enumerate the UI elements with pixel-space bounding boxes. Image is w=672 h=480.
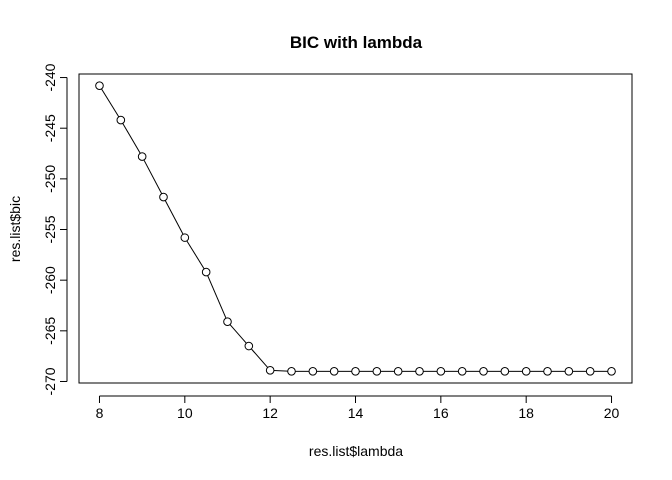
x-tick-label: 10 [177, 405, 193, 421]
data-point [457, 367, 467, 376]
data-point [287, 367, 296, 376]
data-point [393, 367, 403, 376]
series-line-segment [229, 324, 247, 344]
data-point [415, 367, 424, 376]
y-tick-label: -260 [42, 266, 58, 294]
y-tick-label: -250 [42, 165, 58, 193]
data-point [329, 367, 339, 376]
data-point [265, 366, 275, 375]
series-line-segment [186, 240, 205, 270]
x-tick-label: 18 [518, 405, 534, 421]
plot-frame [78, 73, 633, 384]
x-tick-label: 16 [433, 405, 449, 421]
data-point [564, 367, 574, 376]
data-point [479, 367, 488, 376]
data-point [436, 367, 446, 376]
data-point [372, 367, 382, 376]
x-tick-label: 12 [262, 405, 278, 421]
series-line-segment [101, 88, 120, 118]
data-point [308, 367, 318, 376]
series-line-segment [207, 275, 227, 319]
x-tick-label: 8 [96, 405, 104, 421]
data-point [223, 317, 232, 327]
data-point [159, 192, 168, 202]
series-line-segment [250, 348, 269, 368]
y-tick-label: -255 [42, 215, 58, 243]
series-line-segment [164, 200, 184, 235]
data-point [116, 115, 126, 125]
x-tick-label: 20 [604, 405, 620, 421]
x-tick-label: 14 [348, 405, 364, 421]
data-point [201, 267, 211, 277]
data-point [543, 367, 552, 376]
x-axis-label: res.list$lambda [309, 443, 403, 459]
data-point [585, 367, 595, 376]
data-point [500, 367, 510, 376]
data-point [521, 367, 531, 376]
data-point [607, 367, 616, 376]
data-point [95, 81, 104, 90]
data-point [180, 233, 190, 242]
y-tick-label: -265 [42, 317, 58, 345]
y-tick-label: -245 [42, 114, 58, 142]
chart-title: BIC with lambda [290, 33, 423, 52]
series-line-segment [122, 123, 141, 154]
plot-layer: 8 10 12 14 16 18 20 -240 -245 -250 -255 -260 -265 -27… [42, 63, 633, 421]
data-point [351, 367, 360, 376]
y-tick-label: -270 [42, 367, 58, 395]
data-point [137, 152, 147, 161]
data-point [244, 341, 254, 351]
y-tick-label: -240 [42, 63, 58, 91]
series-line-segment [273, 370, 288, 372]
y-axis-label: res.list$bic [7, 196, 23, 262]
series-line-segment [143, 159, 163, 194]
